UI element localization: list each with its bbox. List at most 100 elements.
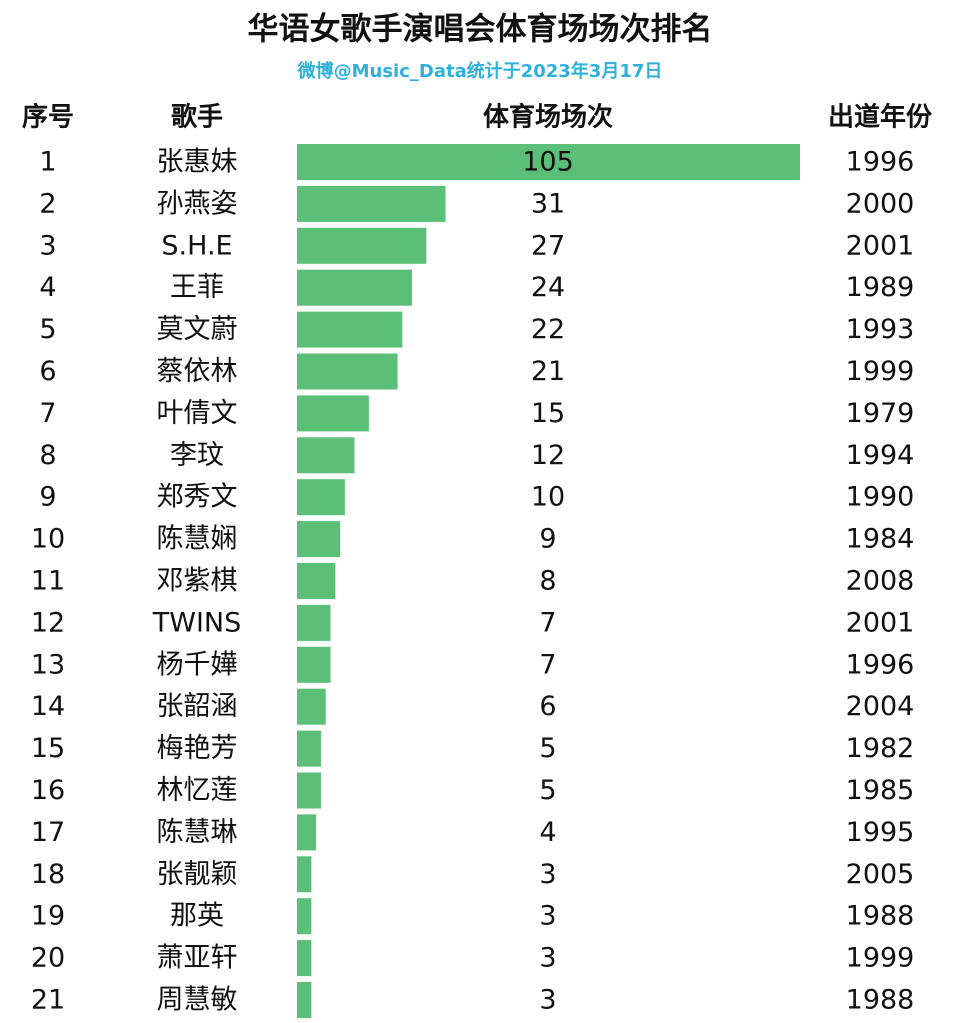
singer: 梅艳芳 [157, 733, 238, 764]
singer: 林忆莲 [157, 775, 238, 806]
rank: 11 [31, 566, 65, 597]
title: 华语女歌手演唱会体育场场次排名 [248, 12, 713, 48]
singer: 张靓颖 [157, 859, 238, 890]
venues: 22 [531, 314, 565, 345]
venues: 3 [539, 901, 556, 932]
rank: 9 [39, 482, 56, 513]
debut-year: 2005 [846, 859, 915, 890]
debut-year: 2001 [846, 230, 915, 261]
singer: 郑秀文 [157, 482, 238, 513]
rank: 2 [39, 188, 56, 219]
bar [297, 563, 336, 599]
rank: 7 [39, 398, 56, 429]
venues: 7 [539, 649, 556, 680]
debut-year: 1984 [846, 524, 915, 555]
singer: 孙燕姿 [157, 188, 238, 219]
rank: 14 [31, 691, 65, 722]
debut-year: 1999 [846, 943, 915, 974]
singer: 陈慧娴 [157, 524, 238, 555]
rank: 6 [39, 356, 56, 387]
venues: 7 [539, 607, 556, 638]
venues: 31 [531, 188, 565, 219]
debut-year: 1996 [846, 649, 915, 680]
debut-header: 出道年份 [828, 102, 932, 133]
bar [297, 144, 800, 180]
rank: 19 [31, 901, 65, 932]
bar [297, 940, 312, 977]
singer: 李玟 [170, 440, 224, 471]
rank: 13 [31, 649, 65, 680]
bar [297, 688, 326, 725]
bar [297, 521, 341, 558]
venues: 27 [531, 230, 565, 261]
debut-year: 2000 [846, 188, 915, 219]
venues: 6 [539, 691, 556, 722]
bar [297, 982, 312, 1018]
singer: 蔡依林 [157, 356, 238, 387]
debut-year: 1982 [846, 733, 915, 764]
bar [297, 814, 317, 851]
singer: 王菲 [170, 272, 224, 303]
bar [297, 856, 312, 893]
debut-year: 2004 [846, 691, 915, 722]
venues: 3 [539, 943, 556, 974]
debut-year: 1985 [846, 775, 915, 806]
debut-year: 1988 [846, 985, 915, 1016]
rank: 1 [39, 147, 56, 178]
rank: 17 [31, 817, 65, 848]
venues: 15 [531, 398, 565, 429]
debut-year: 1993 [846, 314, 915, 345]
singer: 那英 [170, 901, 224, 932]
bar [297, 437, 355, 474]
bar [297, 772, 321, 809]
rank: 10 [31, 524, 65, 555]
debut-year: 1988 [846, 901, 915, 932]
rank: 21 [31, 985, 65, 1016]
rank: 4 [39, 272, 56, 303]
rank: 3 [39, 230, 56, 261]
venues: 3 [539, 985, 556, 1016]
venues: 3 [539, 859, 556, 890]
bar [297, 730, 321, 767]
debut-year: 1999 [846, 356, 915, 387]
singer-header: 歌手 [171, 103, 223, 133]
bar [297, 646, 331, 683]
singer: 张韶涵 [157, 691, 238, 722]
venues: 10 [531, 482, 565, 513]
singer: S.H.E [161, 230, 232, 261]
debut-year: 2008 [846, 566, 915, 597]
bar [297, 479, 345, 516]
singer: 陈慧琳 [157, 817, 238, 848]
debut-year: 1979 [846, 398, 915, 429]
bar [297, 269, 412, 306]
venues: 105 [522, 147, 574, 178]
rank: 15 [31, 733, 65, 764]
singer: 杨千嬅 [157, 649, 238, 680]
venues: 9 [539, 524, 556, 555]
debut-year: 1990 [846, 482, 915, 513]
rank: 12 [31, 607, 65, 638]
bar [297, 227, 427, 264]
subtitle: 微博@Music_Data统计于2023年3月17日 [297, 60, 663, 82]
singer: 周慧敏 [157, 985, 238, 1016]
bar [297, 604, 331, 641]
venues: 24 [531, 272, 565, 303]
rank: 8 [39, 440, 56, 471]
bar [297, 311, 403, 348]
venues: 5 [539, 733, 556, 764]
singer: 张惠妹 [157, 147, 238, 178]
venues: 5 [539, 775, 556, 806]
debut-year: 1995 [846, 817, 915, 848]
singer: 莫文蔚 [157, 314, 238, 345]
debut-year: 1989 [846, 272, 915, 303]
bar [297, 353, 398, 390]
rank: 16 [31, 775, 65, 806]
singer: 邓紫棋 [157, 566, 238, 597]
rank: 20 [31, 943, 65, 974]
singer: 萧亚轩 [157, 943, 238, 974]
venues: 8 [539, 566, 556, 597]
singer: 叶倩文 [157, 398, 238, 429]
bar [297, 898, 312, 935]
debut-year: 1994 [846, 440, 915, 471]
